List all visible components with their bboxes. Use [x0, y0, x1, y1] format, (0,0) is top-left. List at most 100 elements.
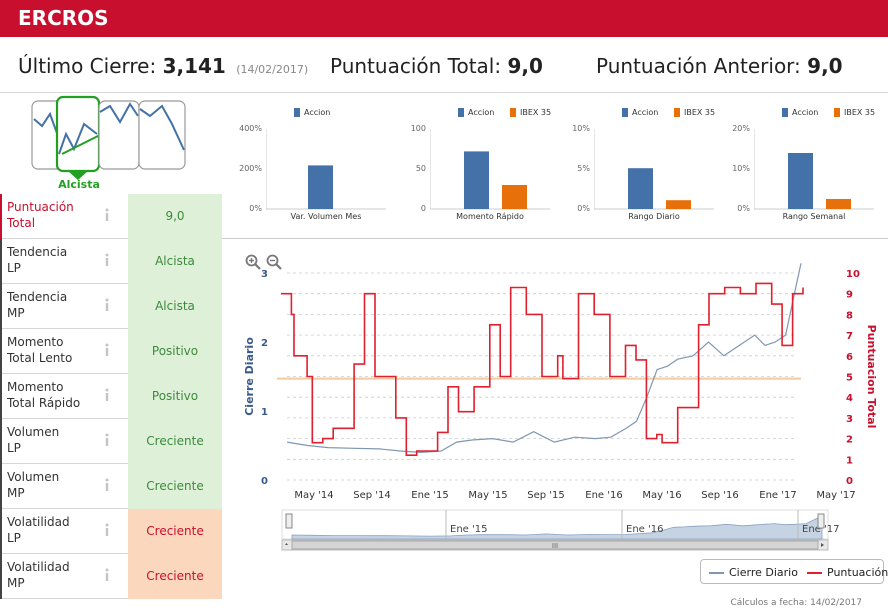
- metric-row[interactable]: Volumen LP Creciente: [0, 419, 222, 464]
- mini-legend-item[interactable]: Accion: [782, 108, 818, 117]
- x-axis-tick: Ene '15: [411, 490, 448, 501]
- navigator-series: [291, 515, 823, 540]
- metric-label-line1: Volatilidad: [7, 515, 70, 529]
- mini-axis-tick: 100: [410, 124, 426, 133]
- metric-value: Creciente: [128, 554, 222, 599]
- metric-value: Alcista: [128, 239, 222, 284]
- metric-label: Volumen LP: [0, 419, 128, 464]
- metric-value: 9,0: [128, 194, 222, 239]
- info-icon[interactable]: [104, 208, 110, 225]
- bar-ibex-35[interactable]: [666, 200, 691, 209]
- info-icon[interactable]: [104, 478, 110, 495]
- bar-accion[interactable]: [788, 153, 813, 209]
- metric-label-line1: Momento: [7, 335, 64, 349]
- scroll-right-arrow-icon[interactable]: [821, 543, 824, 547]
- info-icon[interactable]: [104, 433, 110, 450]
- info-icon[interactable]: [104, 388, 110, 405]
- metric-label-line1: Puntuación: [7, 200, 74, 214]
- metric-row[interactable]: Tendencia MP Alcista: [0, 284, 222, 329]
- right-axis-tick: 2: [846, 435, 853, 446]
- metric-row[interactable]: Volatilidad MP Creciente: [0, 554, 222, 599]
- series-puntuacion[interactable]: [281, 282, 804, 456]
- metric-label: Volumen MP: [0, 464, 128, 509]
- bar-accion[interactable]: [308, 165, 333, 209]
- info-icon[interactable]: [104, 298, 110, 315]
- x-axis-tick: Ene '16: [585, 490, 622, 501]
- mini-legend-item[interactable]: Accion: [294, 108, 330, 117]
- legend-swatch: [834, 108, 840, 117]
- trend-label: Alcista: [58, 178, 100, 191]
- info-icon[interactable]: [104, 343, 110, 360]
- trend-icon-decline[interactable]: [138, 100, 186, 170]
- mini-legend-item[interactable]: Accion: [622, 108, 658, 117]
- summary-bar: Último Cierre: 3,141 (14/02/2017) Puntua…: [0, 37, 888, 93]
- right-axis-tick: 10: [846, 269, 860, 280]
- metric-label-line1: Momento: [7, 380, 64, 394]
- metric-row[interactable]: Puntuación Total 9,0: [0, 194, 222, 239]
- metric-label-line2: MP: [7, 576, 25, 590]
- bar-accion[interactable]: [628, 168, 653, 209]
- metric-row[interactable]: Volumen MP Creciente: [0, 464, 222, 509]
- metric-value: Alcista: [128, 284, 222, 329]
- bar-ibex-35[interactable]: [502, 185, 527, 209]
- metric-label: Momento Total Rápido: [0, 374, 128, 419]
- navigator-handle-right[interactable]: [817, 513, 825, 529]
- mini-bar-chart: [266, 129, 386, 210]
- metric-row[interactable]: Momento Total Rápido Positivo: [0, 374, 222, 419]
- legend-swatch: [294, 108, 300, 117]
- legend-text: Accion: [468, 108, 495, 117]
- metric-label-line2: Total Rápido: [7, 396, 81, 410]
- metric-label-line1: Volumen: [7, 425, 60, 439]
- scroll-left-arrow-icon[interactable]: [285, 543, 288, 545]
- divider: [222, 238, 888, 239]
- metric-value: Positivo: [128, 374, 222, 419]
- mini-category-label: Var. Volumen Mes: [290, 212, 362, 221]
- metric-row[interactable]: Momento Total Lento Positivo: [0, 329, 222, 374]
- metric-label: Volatilidad LP: [0, 509, 128, 554]
- previous-score: Puntuación Anterior: 9,0: [596, 54, 843, 78]
- info-icon[interactable]: [104, 568, 110, 585]
- chart-legend[interactable]: Cierre Diario Puntuación: [700, 559, 888, 584]
- x-axis-tick: Sep '16: [701, 490, 739, 501]
- info-icon[interactable]: [104, 253, 110, 270]
- mini-legend-item[interactable]: IBEX 35: [510, 108, 551, 117]
- metric-label: Momento Total Lento: [0, 329, 128, 374]
- right-axis-tick: 9: [846, 290, 853, 301]
- metric-row[interactable]: Tendencia LP Alcista: [0, 239, 222, 284]
- x-axis-tick: May '14: [294, 490, 333, 501]
- mini-axis-tick: 10%: [572, 124, 590, 133]
- legend-text: IBEX 35: [684, 108, 716, 117]
- last-close-value: 3,141: [162, 54, 226, 78]
- scrollbar-thumb[interactable]: [291, 540, 819, 550]
- metric-label-line1: Tendencia: [7, 245, 68, 259]
- last-close: Último Cierre: 3,141 (14/02/2017): [18, 54, 309, 78]
- x-axis-tick: May '16: [642, 490, 681, 501]
- mini-legend-item[interactable]: IBEX 35: [674, 108, 715, 117]
- info-icon[interactable]: [104, 523, 110, 540]
- right-axis-title: Puntuacion Total: [865, 325, 878, 429]
- metric-value: Creciente: [128, 464, 222, 509]
- mini-axis-tick: 0%: [737, 204, 750, 213]
- mini-axis-tick: 400%: [239, 124, 262, 133]
- bar-accion[interactable]: [464, 151, 489, 209]
- legend-item-score[interactable]: Puntuación: [807, 566, 888, 579]
- legend-swatch: [782, 108, 788, 117]
- mini-legend-item[interactable]: IBEX 35: [834, 108, 875, 117]
- right-axis-tick: 6: [846, 352, 853, 363]
- x-axis-tick: Sep '14: [353, 490, 391, 501]
- metric-label-line2: Total: [7, 216, 36, 230]
- legend-swatch: [510, 108, 516, 117]
- mini-bar-chart: [754, 129, 874, 210]
- metric-row[interactable]: Volatilidad LP Creciente: [0, 509, 222, 554]
- zoom-out-icon[interactable]: [266, 254, 282, 270]
- navigator-handle-left[interactable]: [285, 513, 293, 529]
- legend-item-close[interactable]: Cierre Diario: [709, 566, 798, 579]
- metric-label: Puntuación Total: [0, 194, 128, 239]
- trend-icon-flat[interactable]: [98, 100, 140, 170]
- mini-legend-item[interactable]: Accion: [458, 108, 494, 117]
- bar-ibex-35[interactable]: [826, 199, 851, 209]
- left-axis-tick: 2: [261, 338, 268, 349]
- mini-axis-tick: 50: [415, 164, 426, 173]
- zoom-in-icon[interactable]: [245, 254, 261, 270]
